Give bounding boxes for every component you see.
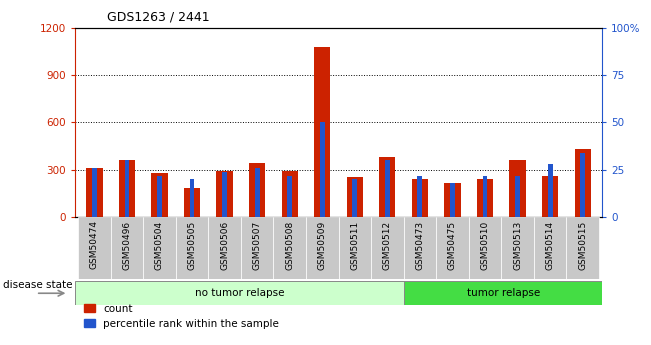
Bar <box>75 281 404 305</box>
Bar <box>78 217 111 279</box>
Bar <box>124 160 130 217</box>
Bar <box>189 179 195 217</box>
Bar <box>477 179 493 217</box>
Bar <box>515 176 520 217</box>
Bar <box>184 188 201 217</box>
Text: GSM50508: GSM50508 <box>285 220 294 270</box>
Bar <box>118 160 135 217</box>
Bar <box>417 176 422 217</box>
Text: GSM50510: GSM50510 <box>480 220 490 270</box>
Bar <box>320 122 325 217</box>
Bar <box>510 160 526 217</box>
Bar <box>176 217 208 279</box>
Text: GDS1263 / 2441: GDS1263 / 2441 <box>107 10 210 23</box>
Text: GSM50473: GSM50473 <box>415 220 424 269</box>
Bar <box>249 163 266 217</box>
Bar <box>575 149 591 217</box>
Bar <box>371 217 404 279</box>
Bar <box>314 47 331 217</box>
Bar <box>436 217 469 279</box>
Text: GSM50474: GSM50474 <box>90 220 99 269</box>
Bar <box>404 281 602 305</box>
Text: disease state: disease state <box>3 280 73 289</box>
Bar <box>306 217 339 279</box>
Bar <box>501 217 534 279</box>
Bar <box>339 217 371 279</box>
Text: no tumor relapse: no tumor relapse <box>195 288 284 298</box>
Bar <box>566 217 599 279</box>
Bar <box>86 168 103 217</box>
Text: GSM50507: GSM50507 <box>253 220 262 270</box>
Bar <box>412 179 428 217</box>
Bar <box>482 176 488 217</box>
Bar <box>157 176 162 217</box>
Bar <box>151 173 168 217</box>
Bar <box>217 171 233 217</box>
Text: GSM50514: GSM50514 <box>546 220 555 269</box>
Text: GSM50512: GSM50512 <box>383 220 392 269</box>
Bar <box>352 179 357 217</box>
Bar <box>222 172 227 217</box>
Bar <box>208 217 241 279</box>
Bar <box>287 176 292 217</box>
Text: GSM50515: GSM50515 <box>578 220 587 270</box>
Bar <box>143 217 176 279</box>
Bar <box>281 171 298 217</box>
Text: GSM50506: GSM50506 <box>220 220 229 270</box>
Text: GSM50509: GSM50509 <box>318 220 327 270</box>
Bar <box>444 183 461 217</box>
Text: GSM50505: GSM50505 <box>187 220 197 270</box>
Text: tumor relapse: tumor relapse <box>467 288 540 298</box>
Bar <box>347 177 363 217</box>
Bar <box>92 168 97 217</box>
Text: GSM50496: GSM50496 <box>122 220 132 269</box>
Text: GSM50513: GSM50513 <box>513 220 522 270</box>
Legend: count, percentile rank within the sample: count, percentile rank within the sample <box>80 299 283 333</box>
Bar <box>111 217 143 279</box>
Bar <box>542 176 559 217</box>
Bar <box>534 217 566 279</box>
Bar <box>255 168 260 217</box>
Text: GSM50475: GSM50475 <box>448 220 457 269</box>
Bar <box>380 157 396 217</box>
Bar <box>469 217 501 279</box>
Bar <box>547 164 553 217</box>
Text: GSM50504: GSM50504 <box>155 220 164 269</box>
Bar <box>580 153 585 217</box>
Bar <box>385 160 390 217</box>
Bar <box>273 217 306 279</box>
Bar <box>450 183 455 217</box>
Bar <box>404 217 436 279</box>
Bar <box>241 217 273 279</box>
Text: GSM50511: GSM50511 <box>350 220 359 270</box>
